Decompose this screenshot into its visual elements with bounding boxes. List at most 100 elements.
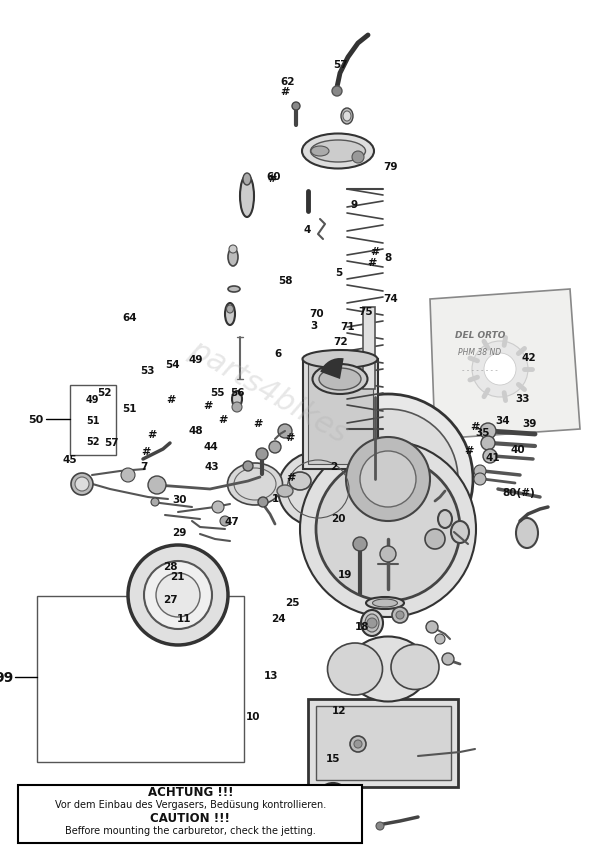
Circle shape bbox=[442, 653, 454, 665]
Circle shape bbox=[354, 740, 362, 748]
Text: 28: 28 bbox=[163, 561, 178, 572]
Circle shape bbox=[292, 103, 300, 111]
Circle shape bbox=[376, 822, 384, 830]
Circle shape bbox=[278, 424, 292, 439]
Circle shape bbox=[269, 441, 281, 453]
Circle shape bbox=[352, 152, 364, 164]
Text: 40: 40 bbox=[511, 444, 526, 454]
Ellipse shape bbox=[348, 636, 428, 702]
Text: 41: 41 bbox=[486, 452, 501, 463]
Text: 52: 52 bbox=[97, 388, 111, 398]
Ellipse shape bbox=[225, 303, 235, 325]
Circle shape bbox=[323, 789, 343, 809]
Text: 70: 70 bbox=[309, 308, 324, 319]
Wedge shape bbox=[320, 359, 343, 379]
Text: #: # bbox=[166, 394, 175, 405]
Ellipse shape bbox=[361, 610, 383, 636]
Circle shape bbox=[380, 546, 396, 562]
Text: 19: 19 bbox=[337, 569, 352, 579]
Text: 72: 72 bbox=[333, 337, 348, 347]
Circle shape bbox=[316, 458, 460, 602]
Text: Vor dem Einbau des Vergasers, Bedüsung kontrollieren.: Vor dem Einbau des Vergasers, Bedüsung k… bbox=[55, 799, 326, 809]
Text: 71: 71 bbox=[340, 321, 355, 331]
Text: 8: 8 bbox=[384, 253, 392, 263]
Circle shape bbox=[346, 437, 430, 521]
Text: 79: 79 bbox=[383, 162, 398, 172]
Ellipse shape bbox=[228, 286, 240, 292]
Circle shape bbox=[484, 354, 516, 386]
Circle shape bbox=[481, 436, 495, 451]
Text: 60: 60 bbox=[266, 172, 281, 182]
Circle shape bbox=[300, 441, 476, 618]
Text: #: # bbox=[370, 246, 379, 256]
Ellipse shape bbox=[228, 463, 283, 505]
Text: 30: 30 bbox=[172, 494, 187, 504]
Text: 18: 18 bbox=[354, 621, 369, 631]
Ellipse shape bbox=[240, 176, 254, 218]
Bar bbox=[303, 360, 378, 469]
Text: 49: 49 bbox=[86, 394, 100, 404]
Text: 49: 49 bbox=[189, 354, 203, 365]
Ellipse shape bbox=[312, 365, 367, 394]
Bar bbox=[18, 786, 362, 843]
Text: - - - - - - - -: - - - - - - - - bbox=[462, 366, 498, 372]
Text: ACHTUNG !!!: ACHTUNG !!! bbox=[147, 785, 233, 798]
Ellipse shape bbox=[228, 249, 238, 267]
Text: 34: 34 bbox=[496, 415, 510, 425]
Circle shape bbox=[212, 502, 224, 514]
Text: 29: 29 bbox=[172, 527, 187, 538]
Ellipse shape bbox=[516, 518, 538, 549]
Text: 74: 74 bbox=[383, 293, 398, 303]
Text: #: # bbox=[203, 400, 213, 411]
Text: 35: 35 bbox=[476, 428, 490, 438]
Text: 13: 13 bbox=[264, 671, 278, 681]
Text: 99: 99 bbox=[0, 671, 13, 684]
Circle shape bbox=[426, 621, 438, 633]
Bar bbox=[316, 706, 451, 780]
Bar bbox=[363, 308, 375, 389]
Ellipse shape bbox=[229, 245, 237, 254]
Text: #: # bbox=[286, 472, 295, 482]
Ellipse shape bbox=[289, 473, 311, 491]
Ellipse shape bbox=[391, 645, 439, 689]
Text: DEL ORTO: DEL ORTO bbox=[455, 330, 505, 339]
Text: 53: 53 bbox=[140, 366, 155, 376]
Circle shape bbox=[303, 394, 473, 564]
Text: 6: 6 bbox=[275, 348, 282, 359]
Text: 7: 7 bbox=[140, 462, 147, 472]
Text: 62: 62 bbox=[280, 77, 295, 87]
Text: 4: 4 bbox=[304, 225, 311, 235]
Text: 56: 56 bbox=[230, 388, 245, 398]
Text: #: # bbox=[280, 87, 290, 97]
Circle shape bbox=[332, 87, 342, 97]
Ellipse shape bbox=[343, 112, 351, 122]
Text: 42: 42 bbox=[522, 353, 537, 363]
Text: 57: 57 bbox=[333, 60, 348, 70]
Ellipse shape bbox=[373, 599, 398, 607]
Text: 48: 48 bbox=[189, 425, 203, 435]
Text: parts4bikes: parts4bikes bbox=[184, 335, 352, 449]
Text: 24: 24 bbox=[272, 613, 286, 624]
Ellipse shape bbox=[277, 486, 293, 498]
Circle shape bbox=[128, 545, 228, 645]
Text: 2: 2 bbox=[330, 462, 337, 472]
Ellipse shape bbox=[365, 614, 379, 632]
Circle shape bbox=[317, 783, 349, 815]
Text: 20: 20 bbox=[331, 514, 346, 524]
Ellipse shape bbox=[341, 109, 353, 125]
Ellipse shape bbox=[303, 350, 378, 369]
Text: 5: 5 bbox=[335, 268, 342, 278]
Circle shape bbox=[474, 474, 486, 486]
Text: #: # bbox=[285, 433, 295, 443]
Ellipse shape bbox=[311, 141, 365, 163]
Text: #: # bbox=[253, 418, 262, 429]
Text: 50: 50 bbox=[29, 414, 44, 424]
Text: 58: 58 bbox=[278, 276, 292, 286]
Bar bbox=[308, 699, 458, 787]
Ellipse shape bbox=[328, 643, 382, 695]
Circle shape bbox=[232, 402, 242, 412]
Ellipse shape bbox=[438, 510, 452, 528]
Text: 54: 54 bbox=[166, 360, 180, 370]
Circle shape bbox=[144, 561, 212, 630]
Bar bbox=[308, 365, 373, 464]
